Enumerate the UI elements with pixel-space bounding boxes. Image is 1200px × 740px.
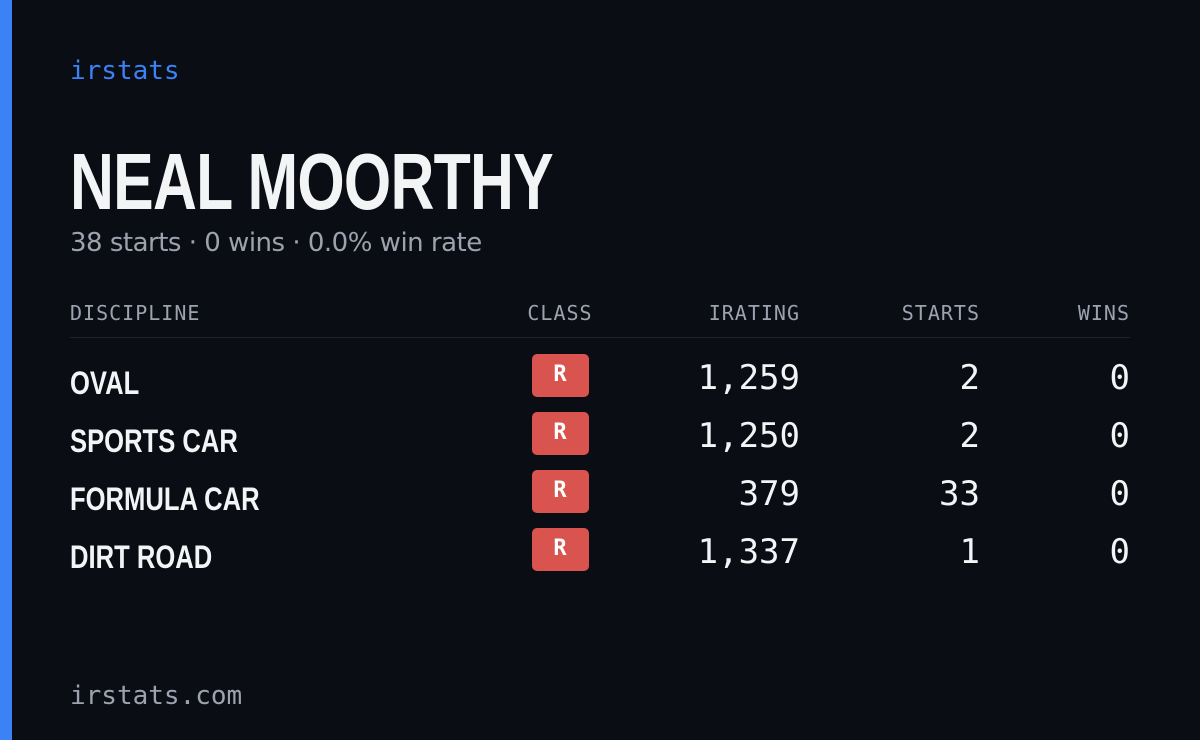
wins-value: 0 [1109,416,1130,456]
irating-value: 1,259 [697,358,800,398]
accent-bar [0,0,12,740]
starts-value: 1 [959,532,980,572]
column-header: CLASS [527,301,593,325]
wins-value: 0 [1109,358,1130,398]
column-header: DISCIPLINE [70,301,201,325]
discipline-name: SPORTS CAR [70,423,238,459]
class-badge: R [531,528,589,571]
starts-value: 2 [959,416,980,456]
class-badge: R [531,354,589,397]
starts-value: 2 [959,358,980,398]
wins-value: 0 [1109,532,1130,572]
starts-value: 33 [939,474,980,514]
brand: irstats [70,56,180,86]
irating-value: 379 [738,474,800,514]
column-header: IRATING [708,301,800,325]
column-header: STARTS [901,301,980,325]
irating-value: 1,250 [697,416,800,456]
driver-summary: 38 starts · 0 wins · 0.0% win rate [70,228,482,258]
discipline-name: OVAL [70,365,140,401]
footer: irstats.com [70,681,243,711]
header-rule [70,337,1130,338]
irating-value: 1,337 [697,532,800,572]
discipline-name: FORMULA CAR [70,481,260,517]
driver-name: NEAL MOORTHY [70,137,554,226]
discipline-name: DIRT ROAD [70,539,213,575]
column-header: WINS [1077,301,1130,325]
class-badge: R [531,412,589,455]
wins-value: 0 [1109,474,1130,514]
class-badge: R [531,470,589,513]
